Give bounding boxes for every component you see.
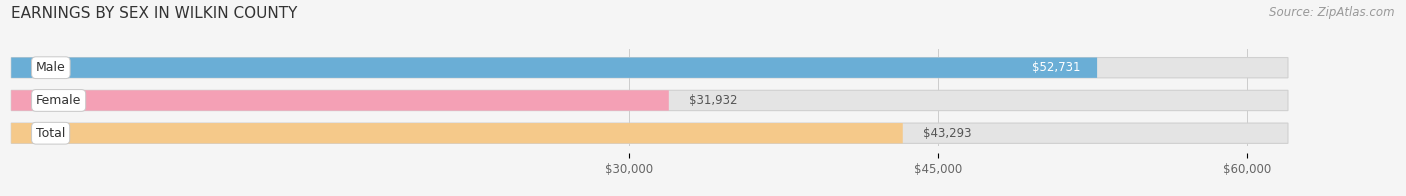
Text: Male: Male <box>37 61 66 74</box>
Text: Total: Total <box>37 127 65 140</box>
Text: EARNINGS BY SEX IN WILKIN COUNTY: EARNINGS BY SEX IN WILKIN COUNTY <box>11 6 298 21</box>
FancyBboxPatch shape <box>11 90 669 111</box>
Text: Female: Female <box>37 94 82 107</box>
FancyBboxPatch shape <box>11 90 1288 111</box>
Text: Source: ZipAtlas.com: Source: ZipAtlas.com <box>1270 6 1395 19</box>
FancyBboxPatch shape <box>11 123 1288 143</box>
Text: $31,932: $31,932 <box>689 94 738 107</box>
FancyBboxPatch shape <box>11 58 1097 78</box>
FancyBboxPatch shape <box>11 58 1288 78</box>
Text: $52,731: $52,731 <box>1032 61 1081 74</box>
FancyBboxPatch shape <box>11 123 903 143</box>
Text: $43,293: $43,293 <box>924 127 972 140</box>
